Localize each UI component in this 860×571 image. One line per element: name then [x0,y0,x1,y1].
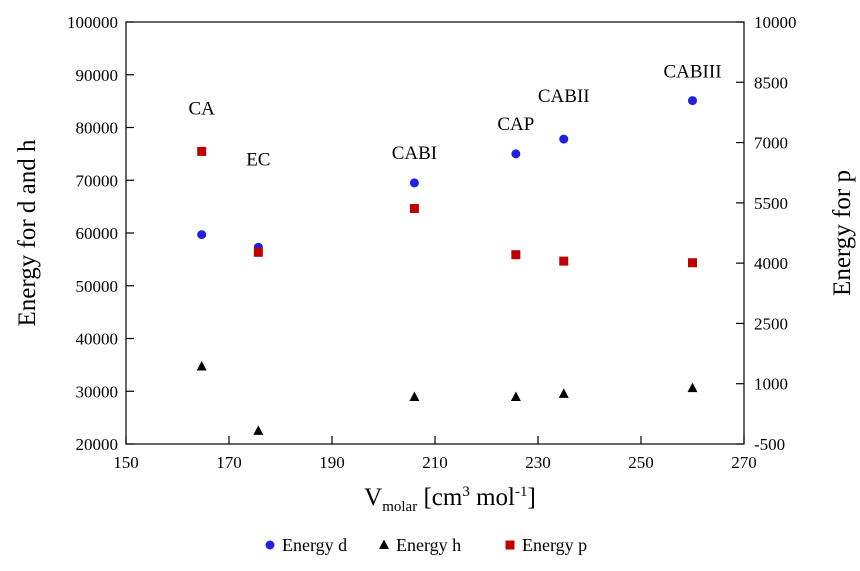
plot-area-frame [125,21,745,445]
y-right-tick-label: 2500 [754,314,788,333]
y-left-tick-label: 40000 [76,330,119,349]
y-right-tick-label: 5500 [754,194,788,213]
y-left-tick-label: 50000 [76,277,119,296]
point-label-cabii: CABII [538,86,590,107]
energy-d-point [511,149,521,159]
legend-energy-h-label: Energy h [396,535,461,555]
y-axis-left-title: Energy for d and h [14,139,41,326]
y-right-tick-label: -500 [754,435,785,454]
x-axis-title-sup1: 3 [462,484,470,500]
energy-h-point [196,360,207,371]
x-axis-title-sub: molar [382,499,417,515]
x-axis-title-sup2: -1 [515,484,528,500]
y-axis-right-title: Energy for p [829,170,856,296]
point-label-ca: CA [189,98,216,119]
y-right-tick-label: 7000 [754,134,788,153]
x-axis-title-unit-close: ] [528,484,536,511]
energy-p-point [253,247,263,257]
energy-h-point [409,391,420,402]
energy-d-point [559,134,569,144]
point-label-cabiii: CABIII [663,61,721,82]
x-tick-label: 150 [113,453,139,472]
legend-energy-h-marker [379,539,389,549]
energy-h-point [687,382,698,393]
x-axis-title-unit-open: [cm [417,484,463,511]
energy-h-point [510,391,521,402]
point-label-cap: CAP [497,114,534,135]
y-right-tick-label: 8500 [754,73,788,92]
y-left-tick-label: 20000 [76,435,119,454]
x-tick-label: 190 [319,453,345,472]
x-tick-label: 250 [628,453,654,472]
legend-energy-d-label: Energy d [282,535,347,555]
x-tick-label: 270 [731,453,757,472]
x-tick-label: 170 [216,453,242,472]
x-axis-title-main: V [364,484,382,511]
y-left-tick-label: 60000 [76,224,119,243]
energy-h-point [558,388,569,398]
energy-d-point [409,178,419,188]
y-left-tick-label: 30000 [76,382,119,401]
y-right-tick-label: 10000 [754,13,797,32]
x-axis-title-unit-mid: mol [470,484,515,511]
energy-d-point [688,96,697,106]
point-label-cabi: CABI [392,143,437,164]
y-left-tick-label: 90000 [76,66,119,85]
x-tick-label: 230 [525,453,551,472]
x-tick-label: 210 [422,453,448,472]
energy-p-point [559,256,569,266]
marks-layer [196,96,698,435]
y-right-tick-label: 4000 [754,254,788,273]
energy-p-point [409,203,419,213]
point-label-ec: EC [246,149,270,170]
x-axis-title: Vmolar [cm3 mol-1] [364,484,536,515]
y-left-tick-label: 80000 [76,119,119,138]
legend-energy-d-marker [265,540,275,550]
axes-layer: 150 170 190 210 230 250 270 20000 30000 40000 5000… [67,13,797,472]
energy-p-point [688,258,697,268]
legend: Energy d Energy h Energy p [265,535,587,555]
y-left-tick-label: 70000 [76,171,119,190]
energy-p-point [197,146,207,156]
energy-d-point [197,230,207,240]
legend-energy-p-label: Energy p [522,535,587,555]
y-right-tick-label: 1000 [754,375,788,394]
legend-energy-p-marker [505,540,515,550]
energy-p-point [511,250,521,260]
y-left-tick-label: 100000 [67,13,118,32]
energy-h-point [253,425,264,435]
